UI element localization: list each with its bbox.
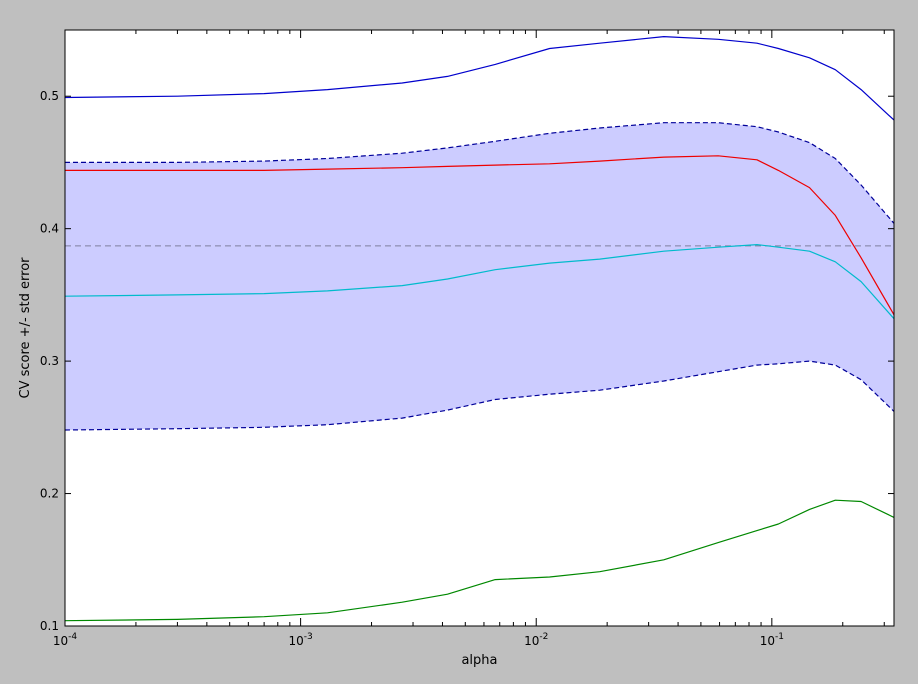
y-tick-label-4: 0.5: [40, 89, 59, 103]
axis-ticks: 0.1 0.2 0.3 0.4 0.5 10-4 10-3 10-2 10-1: [40, 30, 894, 648]
std-error-band: [65, 122, 894, 430]
y-tick-label-0: 0.1: [40, 619, 59, 633]
x-axis-label: alpha: [461, 653, 497, 668]
series-line-5: [65, 499, 894, 622]
series-line-2: [65, 155, 894, 316]
series-line-4: [65, 360, 894, 431]
y-tick-label-1: 0.2: [40, 487, 59, 501]
series-line-1: [65, 122, 894, 224]
x-tick-label-3: 10-1: [760, 632, 784, 648]
y-axis-label: CV score +/- std error: [18, 257, 33, 399]
y-tick-label-2: 0.3: [40, 354, 59, 368]
y-tick-label-3: 0.4: [40, 222, 59, 236]
plot-content: [65, 35, 894, 622]
series-line-0: [65, 35, 894, 121]
x-tick-label-2: 10-2: [524, 632, 548, 648]
series-line-3: [65, 244, 894, 320]
plot-frame: [64, 29, 895, 627]
x-tick-label-0: 10-4: [53, 632, 78, 648]
x-tick-label-1: 10-3: [288, 632, 312, 648]
